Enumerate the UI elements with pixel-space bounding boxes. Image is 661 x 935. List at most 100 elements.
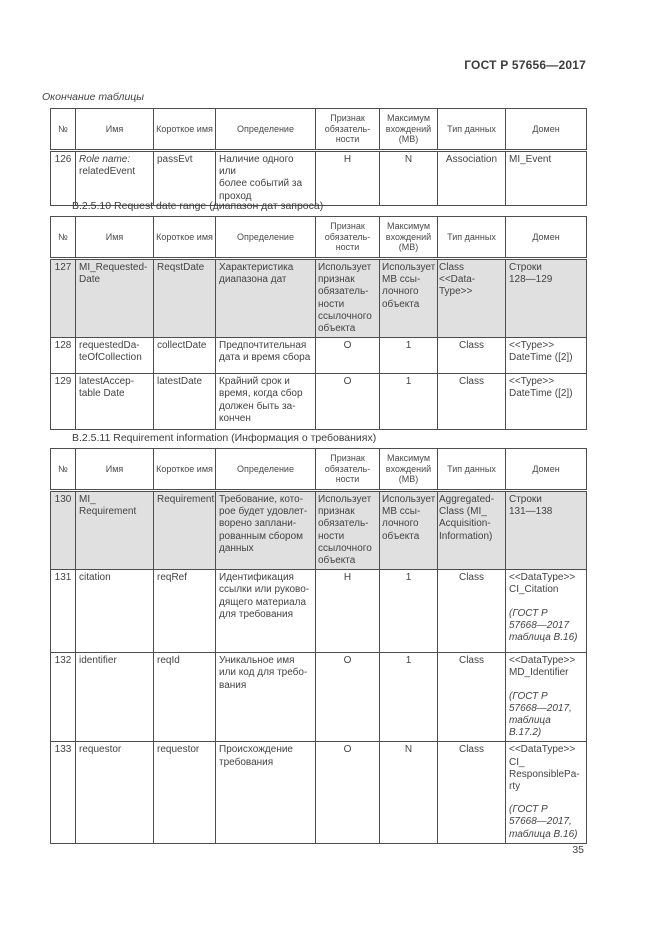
table-row-127: 127 MI_Requested- Date ReqstDate Характе… [50,257,587,339]
table-request-date-range: № Имя Короткое имя Определение Признак о… [50,216,587,431]
cell-data-type: Class [437,337,506,375]
table-header-row: № Имя Короткое имя Определение Признак о… [50,108,587,152]
col-header-mandatory: Признак обязатель- ности [315,448,380,492]
cell-short-name: reqId [153,652,216,743]
role-name-value: relatedEvent [79,166,136,178]
cell-domain: <<Type>> DateTime ([2]) [505,373,587,431]
cell-domain: MI_Event [505,150,587,206]
cell-definition: Предпочтительная дата и время сбора [215,337,316,375]
cell-short-name: requestor [153,741,216,845]
cell-mandatory-flag: Н [315,569,380,654]
domain-gost-reference: (ГОСТ Р 57668—2017 таблица В.16) [509,607,578,644]
table-row-128: 128 requestedDa- teOfCollection collectD… [50,337,587,375]
cell-domain: <<DataType>> CI_Citation (ГОСТ Р 57668—20… [505,569,587,654]
cell-domain: <<DataType>> MD_Identifier (ГОСТ Р 57668—… [505,652,587,743]
col-header-max-occurs: Максимум вхождений (МВ) [379,108,438,152]
cell-mandatory-flag: Н [315,150,380,206]
domain-type-ref: <<DataType>> CI_ ResponsiblePa- rty [509,744,580,793]
table-continuation-label: Окончание таблицы [42,91,145,103]
cell-domain: Строки 131—138 [505,489,587,571]
col-header-num: № [50,448,76,492]
cell-name: identifier [75,652,154,743]
col-header-name: Имя [75,216,154,260]
cell-short-name: passEvt [153,150,216,206]
cell-number: 130 [50,489,76,571]
cell-name: requestedDa- teOfCollection [75,337,154,375]
col-header-data-type: Тип данных [437,448,506,492]
col-header-definition: Определение [215,448,316,492]
role-name-label: Role name: [79,154,131,165]
cell-domain: <<Type>> DateTime ([2]) [505,337,587,375]
domain-type-ref: <<DataType>> MD_Identifier [509,655,576,679]
cell-name: MI_ Requirement [75,489,154,571]
col-header-mandatory: Признак обязатель- ности [315,216,380,260]
cell-short-name: Requirement [153,489,216,571]
col-header-domain: Домен [505,448,587,492]
cell-domain: Строки 128—129 [505,257,587,339]
domain-gost-reference: (ГОСТ Р 57668—2017, таблица В.17.2) [509,690,572,739]
cell-definition: Наличие одного или более событий за прох… [215,150,316,206]
table-row-126: 126 Role name: relatedEvent passEvt Налич… [50,150,587,206]
col-header-max-occurs: Максимум вхождений (МВ) [379,448,438,492]
cell-number: 128 [50,337,76,375]
cell-mandatory-flag: О [315,337,380,375]
cell-domain: <<DataType>> CI_ ResponsiblePa- rty (ГОСТ… [505,741,587,845]
domain-gost-reference: (ГОСТ Р 57668—2017, таблица В.16) [509,804,578,840]
table-row-132: 132 identifier reqId Уникальное имя или … [50,652,587,743]
cell-number: 129 [50,373,76,431]
cell-max-occurrences: 1 [379,569,438,654]
table-end-fragment: № Имя Короткое имя Определение Признак о… [50,108,587,206]
cell-max-occurrences: Использует МВ ссы- лочного объекта [379,257,438,339]
cell-short-name: ReqstDate [153,257,216,339]
col-header-name: Имя [75,448,154,492]
cell-data-type: Class <<Data- Type>> [437,257,506,339]
cell-data-type: Class [437,652,506,743]
col-header-max-occurs: Максимум вхождений (МВ) [379,216,438,260]
col-header-mandatory: Признак обязатель- ности [315,108,380,152]
cell-short-name: reqRef [153,569,216,654]
cell-short-name: collectDate [153,337,216,375]
col-header-short-name: Короткое имя [153,448,216,492]
cell-short-name: latestDate [153,373,216,431]
col-header-data-type: Тип данных [437,108,506,152]
cell-number: 126 [50,150,76,206]
col-header-name: Имя [75,108,154,152]
cell-name: Role name: relatedEvent [75,150,154,206]
cell-number: 132 [50,652,76,743]
table-requirement-information: № Имя Короткое имя Определение Признак о… [50,448,587,845]
cell-mandatory-flag: О [315,652,380,743]
domain-type-ref: <<DataType>> CI_Citation [509,572,576,596]
cell-mandatory-flag: Использует признак обязатель- ности ссыл… [315,257,380,339]
table-row-133: 133 requestor requestor Происхождение тр… [50,741,587,845]
cell-definition: Характеристика диапазона дат [215,257,316,339]
col-header-definition: Определение [215,108,316,152]
table-header-row: № Имя Короткое имя Определение Признак о… [50,216,587,260]
col-header-domain: Домен [505,216,587,260]
document-header: ГОСТ Р 57656—2017 [464,58,586,72]
cell-name: MI_Requested- Date [75,257,154,339]
cell-name: latestAccep- table Date [75,373,154,431]
table-row-131: 131 citation reqRef Идентификация ссылки… [50,569,587,654]
page-number: 35 [572,844,584,856]
cell-definition: Крайний срок и время, когда сбор должен … [215,373,316,431]
cell-max-occurrences: 1 [379,652,438,743]
cell-data-type: Association [437,150,506,206]
cell-name: citation [75,569,154,654]
cell-max-occurrences: N [379,150,438,206]
cell-max-occurrences: 1 [379,337,438,375]
cell-mandatory-flag: О [315,741,380,845]
table-header-row: № Имя Короткое имя Определение Признак о… [50,448,587,492]
cell-mandatory-flag: Использует признак обязатель- ности ссыл… [315,489,380,571]
cell-data-type: Class [437,569,506,654]
cell-name: requestor [75,741,154,845]
cell-definition: Происхождение требования [215,741,316,845]
col-header-short-name: Короткое имя [153,216,216,260]
cell-number: 127 [50,257,76,339]
cell-data-type: Class [437,373,506,431]
col-header-num: № [50,108,76,152]
cell-definition: Идентификация ссылки или руково- дящего … [215,569,316,654]
cell-definition: Уникальное имя или код для требо- вания [215,652,316,743]
col-header-domain: Домен [505,108,587,152]
cell-max-occurrences: Использует МВ ссы- лочного объекта [379,489,438,571]
